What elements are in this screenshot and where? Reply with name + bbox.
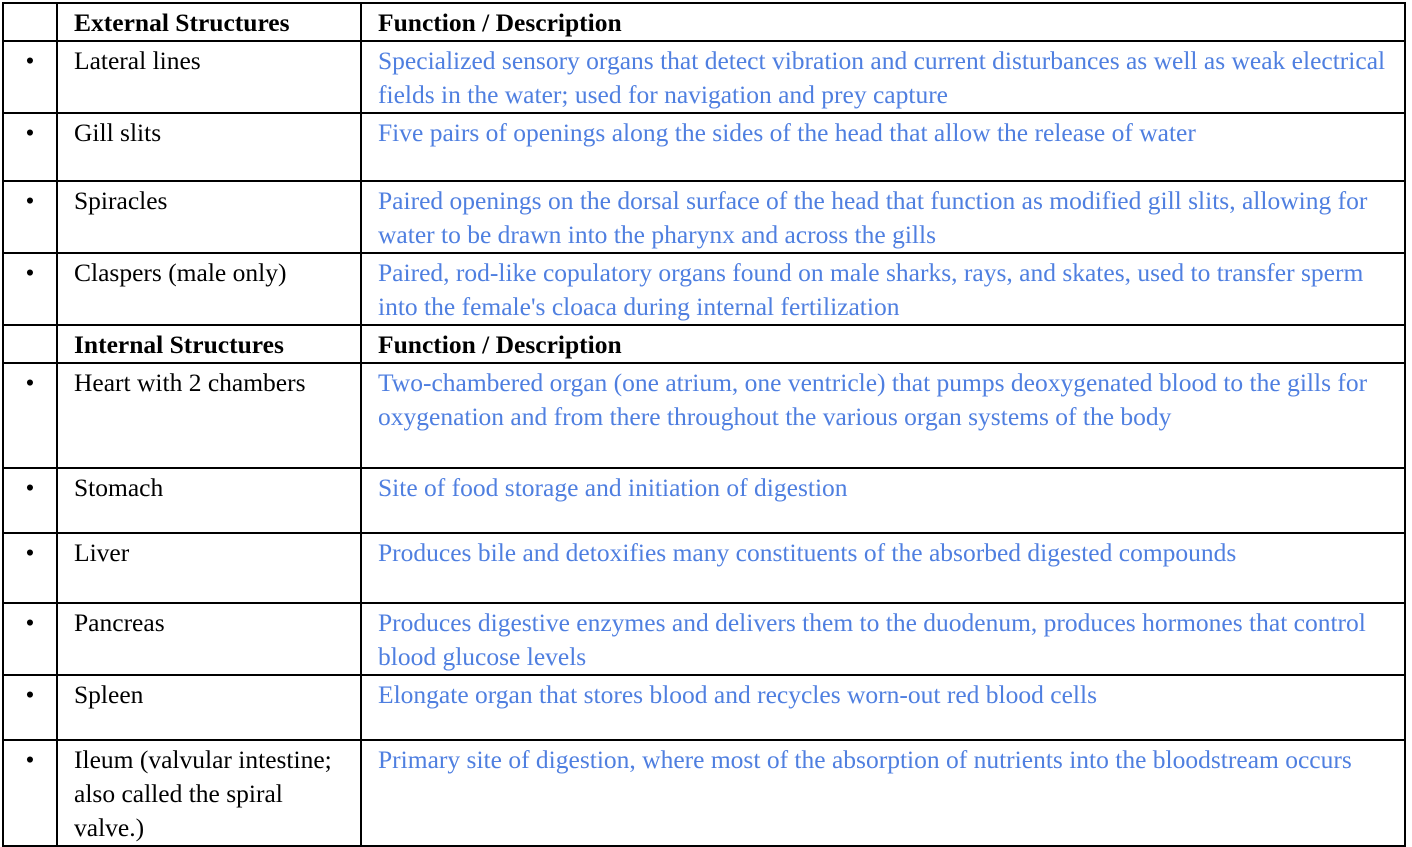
- table-row: • Gill slits Five pairs of openings along …: [2, 112, 1406, 182]
- bullet: •: [2, 532, 58, 604]
- table-row: • Spleen Elongate organ that stores blood …: [2, 674, 1406, 741]
- bullet: •: [2, 602, 58, 676]
- bullet-cell-empty: [2, 324, 58, 364]
- structure-name: Spiracles: [56, 180, 362, 254]
- bullet: •: [2, 40, 58, 114]
- column-header-structure: Internal Structures: [56, 324, 362, 364]
- column-header-function: Function / Description: [360, 324, 1406, 364]
- bullet: •: [2, 739, 58, 847]
- structure-description: Primary site of digestion, where most of…: [360, 739, 1406, 847]
- structure-description: Paired openings on the dorsal surface of…: [360, 180, 1406, 254]
- structure-description: Specialized sensory organs that detect v…: [360, 40, 1406, 114]
- table-row: • Stomach Site of food storage and initiat…: [2, 467, 1406, 534]
- internal-header-row: Internal Structures Function / Descriptio…: [2, 324, 1406, 364]
- structure-name: Claspers (male only): [56, 252, 362, 326]
- structure-description: Produces digestive enzymes and delivers …: [360, 602, 1406, 676]
- table-row: • Ileum (valvular intestine; also called …: [2, 739, 1406, 847]
- structure-description: Site of food storage and initiation of d…: [360, 467, 1406, 534]
- bullet: •: [2, 674, 58, 741]
- structure-name: Pancreas: [56, 602, 362, 676]
- table-row: • Claspers (male only) Paired, rod-like co…: [2, 252, 1406, 326]
- bullet: •: [2, 252, 58, 326]
- structure-name: Spleen: [56, 674, 362, 741]
- structure-description: Produces bile and detoxifies many consti…: [360, 532, 1406, 604]
- structure-name: Heart with 2 chambers: [56, 362, 362, 469]
- structure-description: Elongate organ that stores blood and rec…: [360, 674, 1406, 741]
- structure-description: Five pairs of openings along the sides o…: [360, 112, 1406, 182]
- bullet: •: [2, 467, 58, 534]
- external-header-row: External Structures Function / Descriptio…: [2, 2, 1406, 42]
- column-header-function: Function / Description: [360, 2, 1406, 42]
- structure-name: Stomach: [56, 467, 362, 534]
- structure-name: Lateral lines: [56, 40, 362, 114]
- structure-description: Paired, rod-like copulatory organs found…: [360, 252, 1406, 326]
- table-row: • Lateral lines Specialized sensory organs…: [2, 40, 1406, 114]
- table-row: • Spiracles Paired openings on the dorsal …: [2, 180, 1406, 254]
- structure-name: Liver: [56, 532, 362, 604]
- bullet: •: [2, 180, 58, 254]
- bullet-cell-empty: [2, 2, 58, 42]
- structure-description: Two-chambered organ (one atrium, one ven…: [360, 362, 1406, 469]
- bullet: •: [2, 362, 58, 469]
- bullet: •: [2, 112, 58, 182]
- table-row: • Heart with 2 chambers Two-chambered orga…: [2, 362, 1406, 469]
- structure-name: Gill slits: [56, 112, 362, 182]
- structure-name: Ileum (valvular intestine; also called t…: [56, 739, 362, 847]
- column-header-structure: External Structures: [56, 2, 362, 42]
- table-row: • Liver Produces bile and detoxifies many …: [2, 532, 1406, 604]
- table-row: • Pancreas Produces digestive enzymes and …: [2, 602, 1406, 676]
